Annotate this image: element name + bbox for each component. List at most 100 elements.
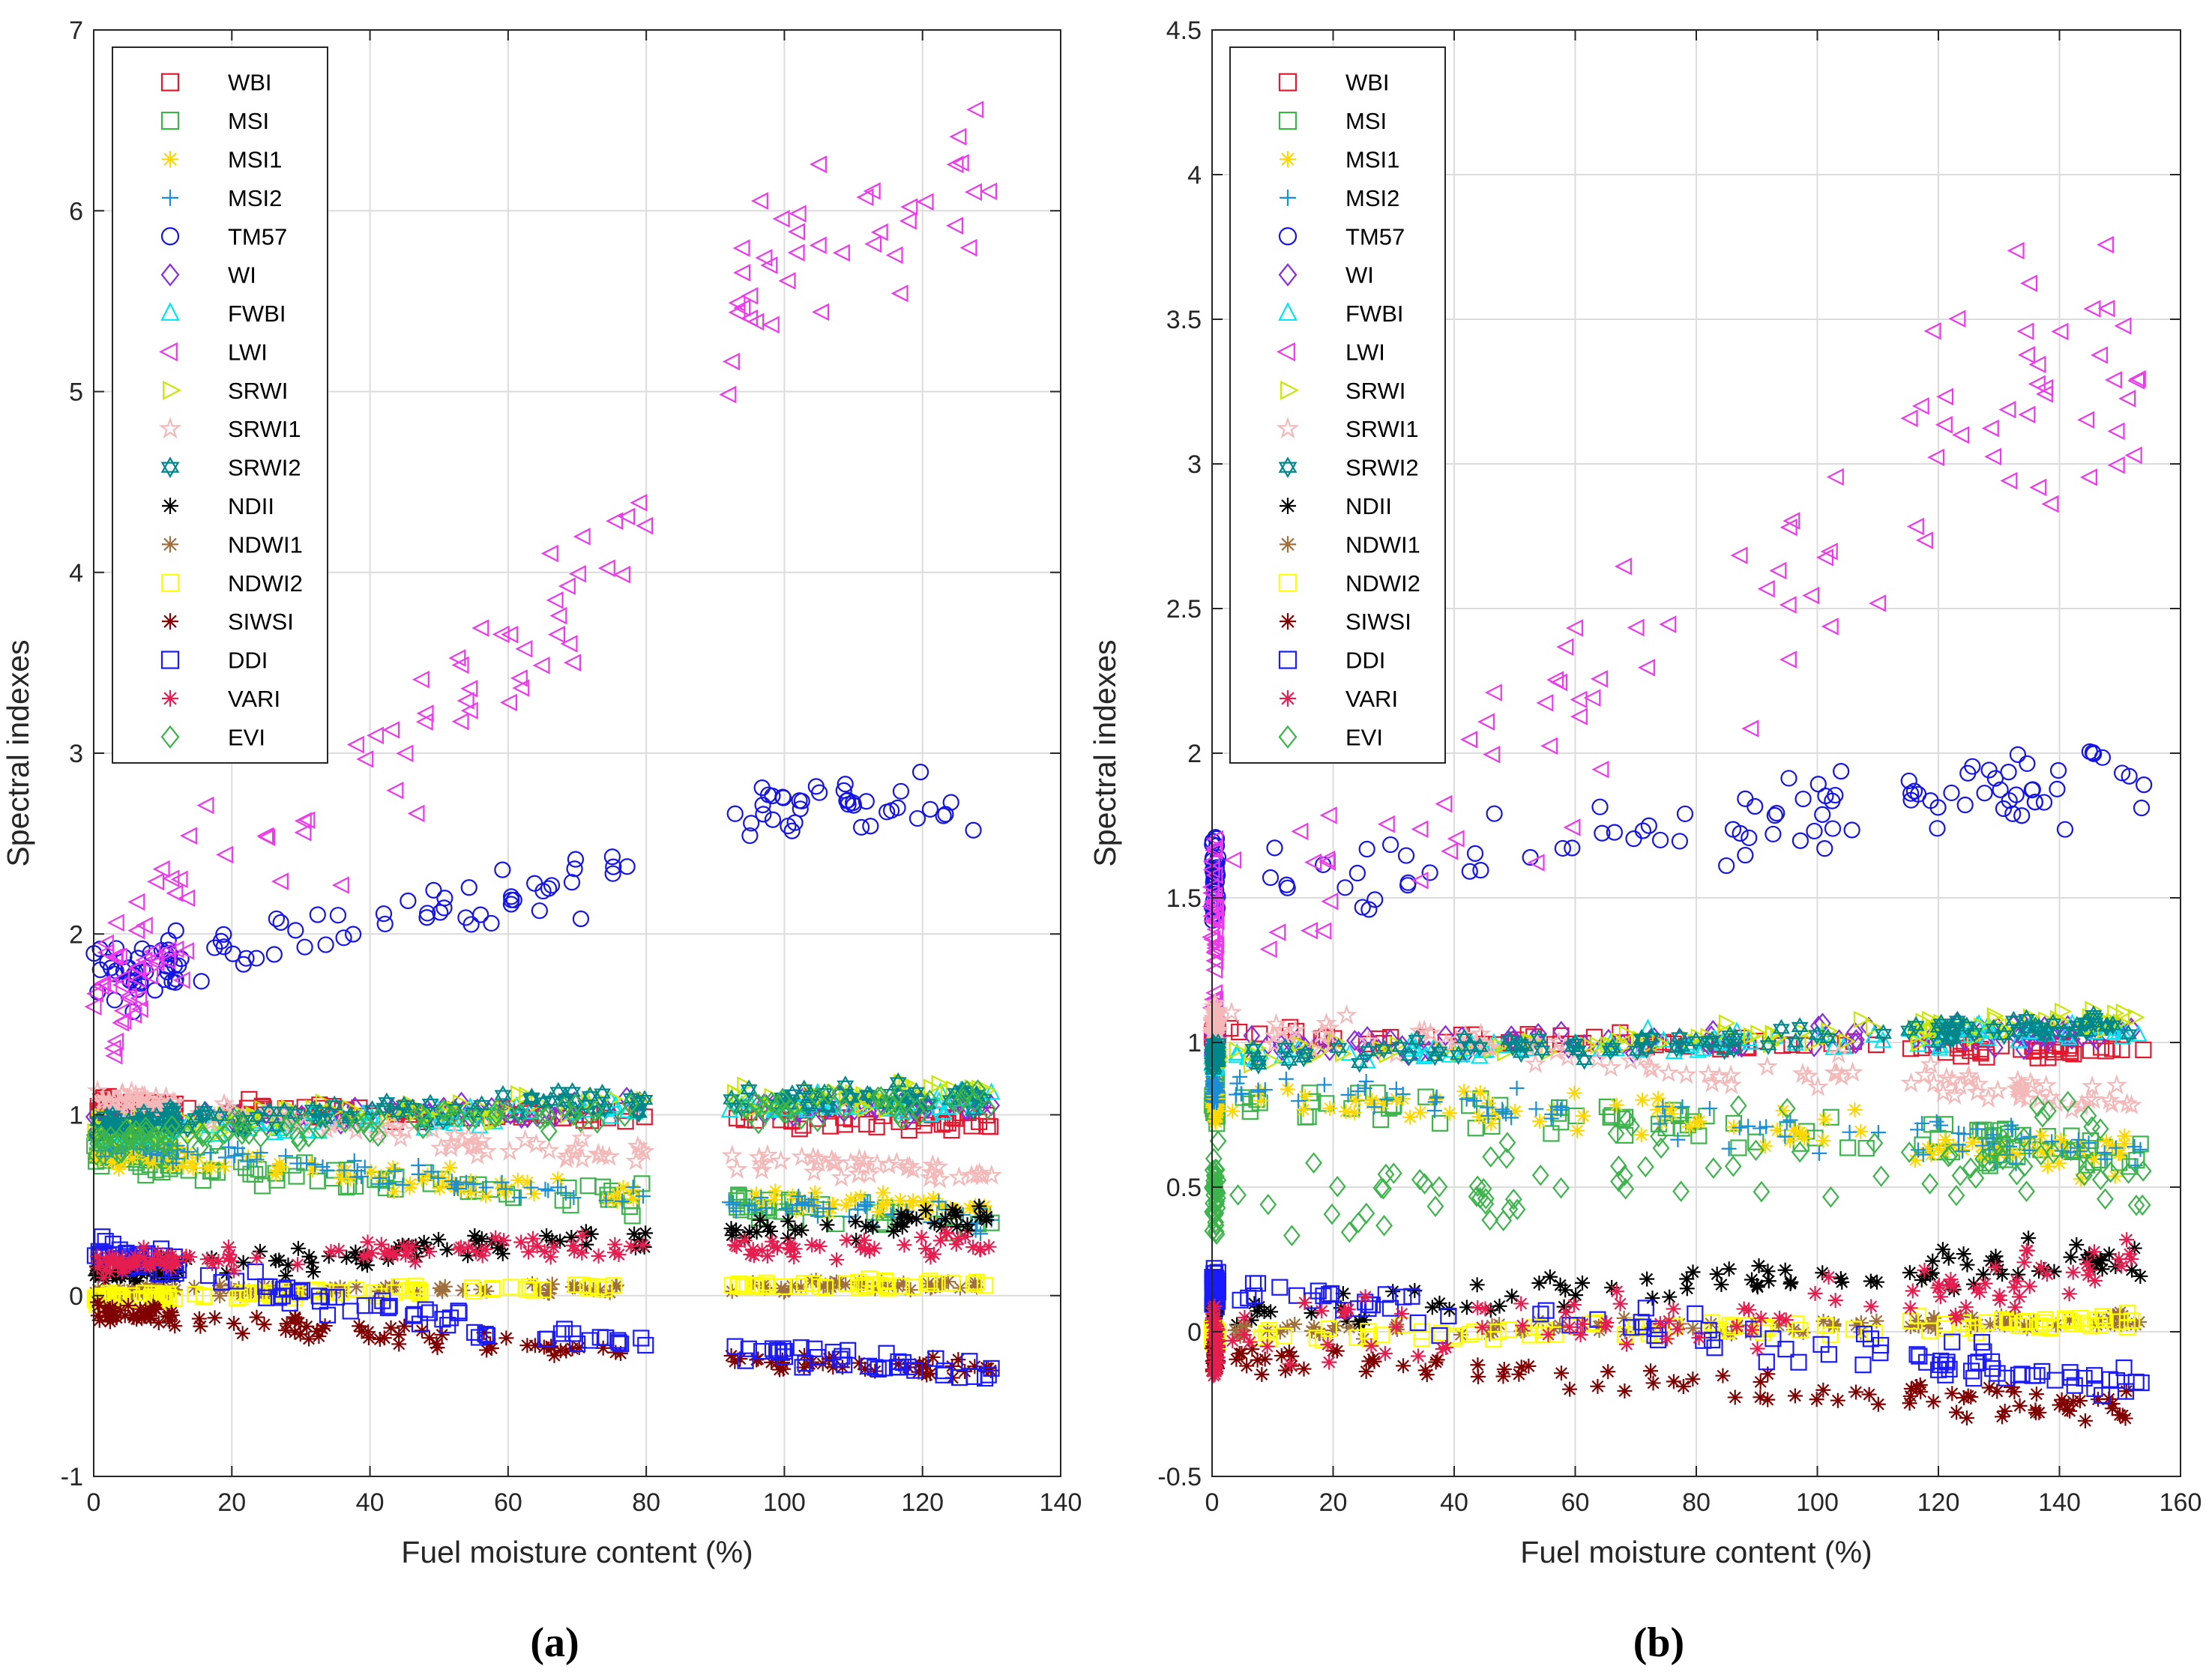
data-point-srwi bbox=[1922, 1010, 1940, 1029]
data-point-lwi bbox=[1205, 866, 1223, 884]
data-point-ndwi2 bbox=[2064, 1315, 2082, 1333]
data-point-lwi bbox=[1614, 557, 1632, 576]
data-point-ddi bbox=[834, 1347, 851, 1365]
data-point-vari bbox=[110, 1257, 126, 1273]
data-point-lwi bbox=[1741, 719, 1759, 737]
data-point-siwsi bbox=[414, 1323, 430, 1339]
data-point-srwi1 bbox=[1977, 1087, 1999, 1108]
data-point-ddi bbox=[257, 1278, 274, 1295]
data-point-srwi2 bbox=[1687, 1031, 1705, 1051]
data-point-siwsi bbox=[723, 1348, 739, 1364]
data-point-siwsi bbox=[476, 1325, 492, 1341]
data-point-lwi bbox=[2028, 355, 2046, 374]
data-point-evi bbox=[88, 1144, 105, 1166]
data-point-srwi2 bbox=[1786, 1032, 1804, 1053]
data-point-srwi bbox=[2055, 1002, 2073, 1021]
data-point-lwi bbox=[96, 934, 114, 953]
data-point-evi bbox=[1411, 1168, 1429, 1191]
data-point-lwi bbox=[1911, 397, 1929, 415]
data-point-siwsi bbox=[372, 1332, 388, 1347]
data-point-siwsi bbox=[1902, 1388, 1918, 1404]
data-point-vari bbox=[1666, 1301, 1681, 1317]
data-point-ndwi2 bbox=[596, 1280, 613, 1297]
data-point-msi2 bbox=[1479, 1099, 1495, 1115]
data-point-ddi bbox=[310, 1288, 328, 1305]
data-point-msi1 bbox=[139, 1149, 155, 1165]
data-point-siwsi bbox=[922, 1365, 938, 1381]
data-point-ndwi2 bbox=[1909, 1307, 1927, 1324]
data-point-msi1 bbox=[386, 1183, 402, 1199]
data-point-siwsi bbox=[2118, 1383, 2134, 1399]
data-point-msi2 bbox=[758, 1201, 774, 1216]
data-point-evi bbox=[109, 1143, 127, 1165]
data-point-evi bbox=[206, 1133, 224, 1155]
data-point-msi bbox=[1603, 1107, 1621, 1124]
data-point-msi1 bbox=[1253, 1093, 1269, 1108]
data-point-tm57 bbox=[1399, 877, 1417, 894]
data-point-lwi bbox=[166, 884, 184, 902]
data-point-vari bbox=[1435, 1341, 1450, 1356]
data-point-msi1 bbox=[876, 1185, 891, 1201]
data-point-srwi2 bbox=[2018, 1009, 2035, 1029]
data-point-lwi bbox=[170, 870, 188, 889]
data-point-srwi2 bbox=[1297, 1043, 1315, 1064]
data-point-vari bbox=[103, 1252, 118, 1268]
data-point-siwsi bbox=[434, 1327, 450, 1343]
data-point-tm57 bbox=[1671, 833, 1688, 850]
data-point-evi bbox=[369, 1125, 387, 1147]
data-point-srwi2 bbox=[1900, 1020, 1918, 1041]
data-point-siwsi bbox=[226, 1315, 242, 1331]
data-point-msi2 bbox=[1459, 1091, 1474, 1107]
data-point-ddi bbox=[1321, 1285, 1338, 1303]
data-point-tm57 bbox=[852, 818, 870, 836]
data-point-msi2 bbox=[1278, 1071, 1294, 1087]
data-point-msi1 bbox=[478, 1188, 494, 1204]
data-point-srwi2 bbox=[1280, 1051, 1298, 1071]
data-point-ndwi2 bbox=[1978, 1314, 1995, 1331]
data-point-siwsi bbox=[2012, 1398, 2028, 1413]
data-point-ndii bbox=[1352, 1316, 1368, 1332]
data-point-ndwi2 bbox=[855, 1276, 873, 1294]
data-point-ndwi1 bbox=[1953, 1309, 1968, 1324]
data-point-evi bbox=[147, 1126, 164, 1148]
data-point-evi bbox=[355, 1112, 373, 1135]
data-point-msi bbox=[1461, 1097, 1478, 1114]
data-point-srwi2 bbox=[522, 1089, 540, 1109]
data-point-ndwi2 bbox=[2082, 1318, 2100, 1335]
data-point-siwsi bbox=[1675, 1378, 1691, 1394]
data-point-tm57 bbox=[1397, 847, 1415, 864]
data-point-evi bbox=[2045, 1142, 2062, 1164]
data-point-lwi bbox=[1460, 730, 1478, 749]
data-point-lwi bbox=[1206, 830, 1224, 848]
data-point-ndwi2 bbox=[1866, 1324, 1884, 1342]
data-point-vari bbox=[743, 1246, 759, 1262]
data-point-fwbi bbox=[470, 1116, 489, 1134]
data-point-msi1 bbox=[1388, 1091, 1404, 1107]
data-point-tm57 bbox=[375, 905, 393, 923]
data-point-vari bbox=[1609, 1284, 1624, 1300]
data-point-tm57 bbox=[1724, 821, 1742, 838]
data-point-evi bbox=[1615, 1165, 1633, 1186]
data-point-siwsi bbox=[1361, 1353, 1377, 1369]
data-point-lwi bbox=[1205, 944, 1224, 962]
data-point-tm57 bbox=[1354, 899, 1371, 916]
data-point-wbi bbox=[2113, 1041, 2130, 1058]
data-point-msi1 bbox=[1507, 1103, 1523, 1119]
data-point-tm57 bbox=[1366, 891, 1384, 908]
data-point-srwi1 bbox=[1914, 1063, 1936, 1084]
data-point-vari bbox=[204, 1256, 220, 1272]
data-point-srwi bbox=[1907, 1018, 1925, 1037]
data-point-tm57 bbox=[505, 891, 522, 909]
data-point-tm57 bbox=[892, 782, 910, 800]
data-point-fwbi bbox=[720, 1100, 739, 1118]
data-point-lwi bbox=[2020, 274, 2038, 292]
data-point-srwi bbox=[1312, 1042, 1330, 1061]
data-point-vari bbox=[2040, 1267, 2055, 1282]
data-point-lwi bbox=[890, 284, 908, 303]
data-point-srwi1 bbox=[803, 1161, 825, 1182]
data-point-msi1 bbox=[185, 1160, 201, 1176]
data-point-srwi1 bbox=[1958, 1064, 1980, 1085]
data-point-lwi bbox=[1570, 707, 1588, 725]
data-point-tm57 bbox=[2013, 807, 2031, 824]
data-point-vari bbox=[1958, 1300, 1974, 1315]
